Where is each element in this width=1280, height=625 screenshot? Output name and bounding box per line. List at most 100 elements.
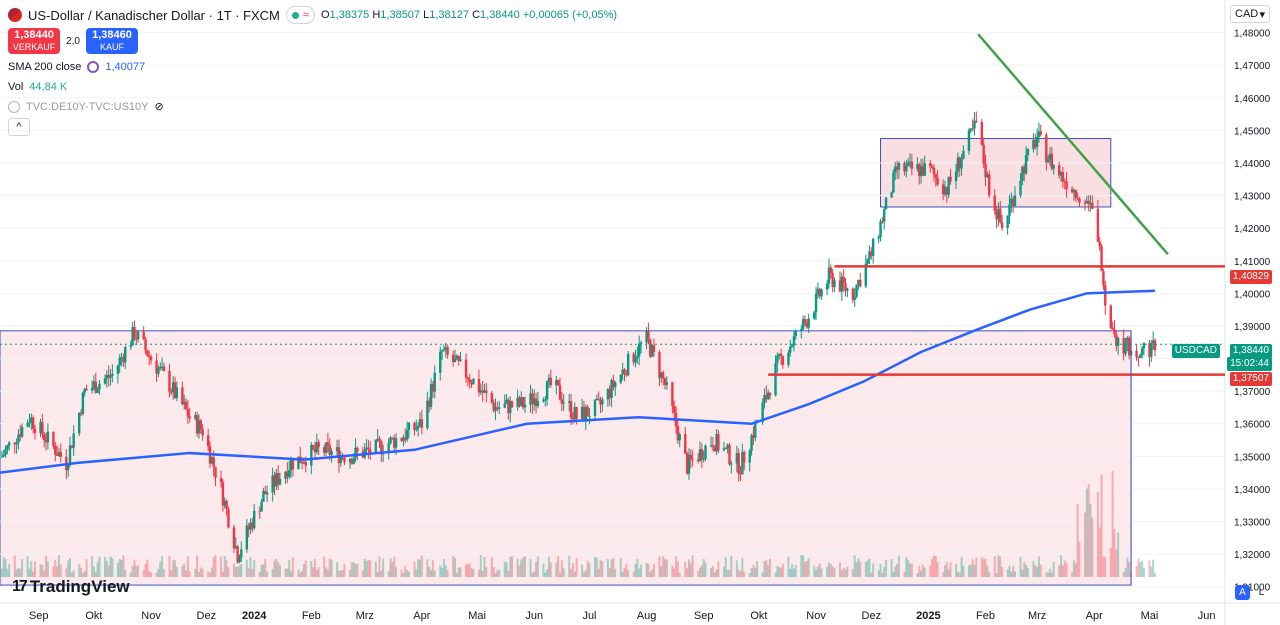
volume-bar — [929, 565, 932, 577]
volume-bar — [896, 563, 899, 577]
volume-bar — [253, 559, 256, 577]
candle-body — [787, 352, 790, 365]
candle-body — [999, 208, 1002, 223]
volume-bar — [339, 570, 342, 577]
volume-legend[interactable]: Vol 44,84 K — [8, 81, 67, 93]
volume-bar — [699, 567, 701, 577]
volume-bar — [664, 559, 666, 577]
volume-bar — [778, 567, 781, 577]
candle-body — [52, 431, 55, 446]
y-tick-label: 1,48000 — [1234, 29, 1271, 40]
candle-body — [201, 429, 204, 436]
sma-legend[interactable]: SMA 200 close 1,40077 — [8, 61, 145, 73]
volume-bar — [549, 562, 552, 577]
volume-bar — [155, 572, 158, 577]
collapse-legend-button[interactable]: ^ — [8, 118, 30, 136]
volume-bar — [894, 566, 897, 577]
candle-body — [20, 426, 24, 437]
candle-body — [387, 443, 390, 453]
candle-body — [124, 347, 127, 363]
volume-bar — [83, 571, 86, 577]
volume-bar — [934, 555, 937, 577]
volume-bar — [885, 559, 888, 577]
auto-scale-button[interactable]: A — [1235, 585, 1250, 600]
volume-bar — [586, 560, 589, 577]
volume-bar — [651, 569, 654, 577]
y-tick-label: 1,46000 — [1234, 94, 1271, 105]
volume-bar — [59, 564, 62, 577]
candle-body — [800, 328, 803, 331]
volume-bar — [0, 568, 3, 577]
volume-bar — [921, 564, 924, 577]
candle-body — [671, 382, 674, 407]
tvc-label: TVC:DE10Y-TVC:US10Y — [26, 100, 149, 113]
market-status-pill[interactable]: ≈ — [285, 6, 315, 24]
candle-body — [94, 381, 97, 393]
hidden-eye-icon[interactable]: ⊘ — [154, 101, 164, 113]
candle-body — [1039, 131, 1042, 135]
candle-body — [350, 458, 354, 464]
volume-bar — [601, 561, 604, 577]
candle-body — [936, 177, 939, 185]
log-scale-button[interactable]: L — [1258, 587, 1265, 598]
volume-bar — [227, 567, 230, 577]
volume-bar — [581, 564, 584, 577]
candle-body — [197, 420, 201, 434]
candle-body — [0, 456, 4, 458]
candle-body — [90, 387, 94, 391]
volume-bar — [17, 567, 20, 577]
volume-bar — [676, 561, 679, 577]
candle-body — [645, 330, 648, 343]
volume-bar — [291, 557, 294, 577]
volume-bar — [984, 558, 987, 577]
sell-button[interactable]: 1,38440 VERKAUF — [8, 28, 60, 54]
volume-bar — [1117, 532, 1120, 577]
volume-bar — [923, 567, 926, 577]
y-tick-label: 1,39000 — [1234, 322, 1271, 333]
candle-body — [829, 267, 832, 273]
candle-body — [459, 359, 462, 361]
candle-body — [1148, 342, 1151, 357]
volume-bar — [776, 566, 779, 577]
volume-bar — [505, 562, 508, 577]
candle-body — [779, 353, 783, 357]
candle-body — [184, 401, 188, 410]
buy-button[interactable]: 1,38460 KAUF — [86, 28, 138, 54]
candle-body — [1116, 337, 1120, 346]
candle-body — [455, 355, 459, 359]
volume-bar — [312, 567, 315, 577]
volume-bar — [855, 562, 858, 577]
volume-bar — [857, 558, 860, 577]
volume-bar — [993, 556, 996, 577]
candle-body — [170, 391, 173, 393]
candle-body — [601, 399, 604, 405]
volume-bar — [431, 560, 434, 577]
candle-body — [400, 438, 403, 441]
volume-bar — [142, 570, 145, 577]
symbol-title[interactable]: US-Dollar / Kanadischer Dollar · 1T · FX… — [28, 7, 280, 23]
candle-body — [378, 438, 381, 442]
volume-bar — [1124, 568, 1127, 577]
candle-body — [1139, 354, 1142, 358]
volume-bar — [956, 571, 959, 577]
candle-body — [326, 442, 330, 446]
candle-body — [647, 330, 650, 340]
volume-bar — [85, 559, 88, 577]
volume-bar — [363, 558, 366, 577]
candle-body — [479, 390, 482, 393]
tvc-legend[interactable]: TVC:DE10Y-TVC:US10Y ⊘ — [8, 100, 164, 113]
candle-body — [658, 351, 661, 379]
candle-body — [275, 473, 278, 487]
volume-bar — [417, 559, 420, 577]
candle-body — [43, 434, 46, 441]
volume-bar — [547, 556, 550, 577]
tradingview-logo[interactable]: 17 TradingView — [12, 577, 130, 597]
y-tick-label: 1,37000 — [1234, 387, 1271, 398]
volume-bar — [1034, 565, 1037, 577]
candle-body — [1076, 197, 1079, 199]
candle-body — [1024, 155, 1028, 174]
volume-bar — [341, 570, 344, 577]
sma200-line — [0, 289, 1156, 474]
currency-select[interactable]: CAD ▾ — [1230, 5, 1270, 23]
